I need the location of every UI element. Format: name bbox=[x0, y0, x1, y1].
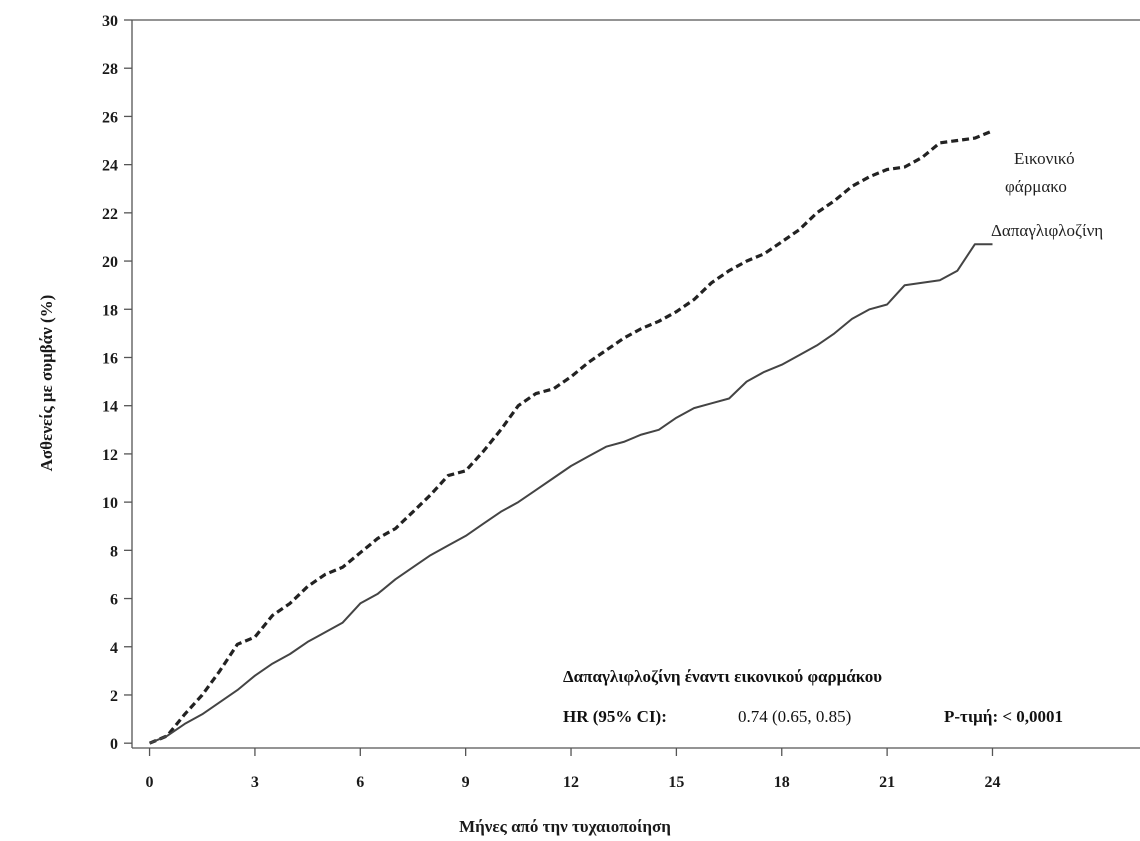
x-tick-label: 21 bbox=[879, 774, 895, 791]
x-tick-label: 15 bbox=[668, 774, 684, 791]
x-tick-label: 0 bbox=[146, 774, 154, 791]
x-axis-title: Μήνες από την τυχαιοποίηση bbox=[459, 817, 671, 836]
annotation-hr-label: HR (95% CI): bbox=[563, 707, 667, 726]
annotation-title: Δαπαγλιφλοζίνη έναντι εικονικού φαρμάκου bbox=[563, 667, 882, 686]
y-tick-label: 4 bbox=[110, 640, 118, 657]
y-tick-label: 30 bbox=[102, 13, 118, 30]
y-tick-label: 18 bbox=[102, 302, 118, 319]
y-tick-label: 26 bbox=[102, 109, 118, 126]
annotation-hr-value: 0.74 (0.65, 0.85) bbox=[738, 707, 851, 726]
x-tick-label: 6 bbox=[356, 774, 364, 791]
x-tick-label: 9 bbox=[462, 774, 470, 791]
plot-frame bbox=[131, 19, 1140, 749]
annotation-p-value: P-τιμή: < 0,0001 bbox=[944, 707, 1063, 726]
x-tick-label: 18 bbox=[774, 774, 790, 791]
x-tick-label: 3 bbox=[251, 774, 259, 791]
y-tick-label: 22 bbox=[102, 206, 118, 223]
y-tick-label: 8 bbox=[110, 543, 118, 560]
x-tick-label: 24 bbox=[984, 774, 1000, 791]
y-tick-label: 24 bbox=[102, 158, 118, 175]
y-tick-label: 28 bbox=[102, 61, 118, 78]
dapagliflozin-label: Δαπαγλιφλοζίνη bbox=[991, 221, 1103, 240]
y-tick-label: 0 bbox=[110, 736, 118, 753]
y-tick-label: 16 bbox=[102, 350, 118, 367]
y-tick-label: 6 bbox=[110, 592, 118, 609]
y-tick-label: 20 bbox=[102, 254, 118, 271]
y-tick-label: 14 bbox=[102, 399, 118, 416]
x-axis: 0 3 6 9 12 15 18 21 24 bbox=[146, 748, 1000, 791]
placebo-label-line1: Εικονικό bbox=[1014, 149, 1075, 168]
series-layer bbox=[148, 129, 994, 745]
y-tick-label: 2 bbox=[110, 688, 118, 705]
placebo-label-line2: φάρμακο bbox=[1005, 177, 1067, 196]
dapagliflozin-series-line bbox=[149, 243, 993, 745]
y-tick-label: 12 bbox=[102, 447, 118, 464]
y-tick-label: 10 bbox=[102, 495, 118, 512]
placebo-series-line bbox=[148, 129, 994, 745]
y-axis-title: Ασθενείς με συμβάν (%) bbox=[37, 295, 56, 472]
x-tick-label: 12 bbox=[563, 774, 579, 791]
